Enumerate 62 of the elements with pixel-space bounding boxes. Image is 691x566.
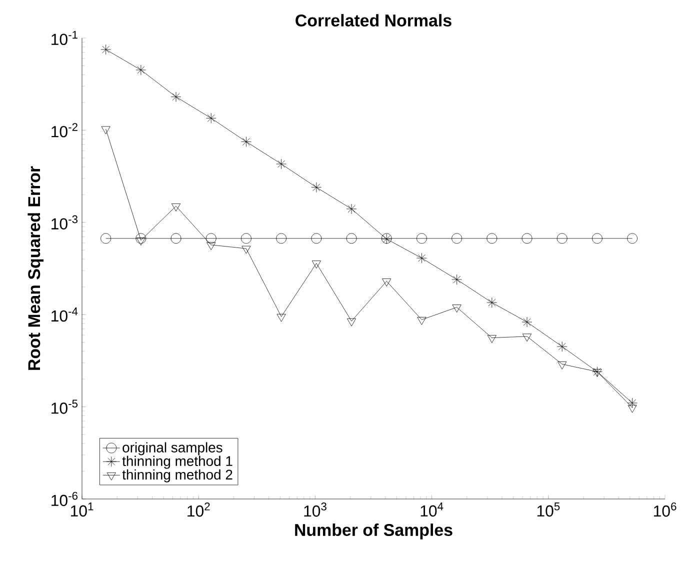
point <box>311 233 322 244</box>
point <box>452 274 462 285</box>
point <box>346 233 357 244</box>
x-tick-label: 10$^{6}$ <box>654 502 676 517</box>
point <box>558 361 567 370</box>
point <box>522 334 532 342</box>
x-tick-label: 10$^{5}$ <box>537 502 560 517</box>
point <box>100 233 112 244</box>
chart-title: Correlated Normals <box>296 14 452 26</box>
point <box>627 398 638 408</box>
point <box>241 233 252 244</box>
point <box>486 297 498 308</box>
point <box>417 317 426 325</box>
point <box>241 136 252 147</box>
point <box>276 158 287 170</box>
x-tick-label: 10$^{2}$ <box>188 502 210 517</box>
point <box>486 233 498 244</box>
point <box>276 314 286 322</box>
point <box>628 404 637 413</box>
point <box>206 242 216 250</box>
point <box>346 318 356 326</box>
y-tick-label: 10$^{-3}$ <box>52 215 78 230</box>
point <box>522 233 532 244</box>
legend-label: thinning method 2 <box>122 469 232 482</box>
point <box>522 316 532 328</box>
x-tick-label: 10$^{4}$ <box>420 502 444 517</box>
y-tick-label: 10$^{-1}$ <box>52 30 78 46</box>
point <box>136 64 146 76</box>
point <box>487 335 496 344</box>
point <box>346 204 357 214</box>
point <box>452 233 462 244</box>
point <box>171 203 181 212</box>
y-tick-label: 10$^{-5}$ <box>52 400 78 414</box>
point <box>452 304 462 312</box>
point <box>136 238 146 246</box>
point <box>242 246 251 254</box>
x-axis-title: Number of Samples <box>295 524 452 540</box>
point <box>206 233 216 244</box>
point <box>556 233 568 244</box>
point <box>627 233 638 244</box>
point <box>100 44 112 55</box>
y-tick-label: 10$^{-4}$ <box>52 308 78 322</box>
point <box>312 260 321 268</box>
y-axis-title: Root Mean Squared Error <box>28 166 44 370</box>
point <box>276 233 287 244</box>
point <box>592 233 602 244</box>
point <box>382 278 392 286</box>
point <box>416 233 427 244</box>
point <box>170 233 182 244</box>
point <box>416 252 427 264</box>
point <box>592 366 602 377</box>
y-tick-label: 10$^{-2}$ <box>52 123 78 138</box>
point <box>556 341 568 352</box>
legend-label: original samples <box>122 442 222 456</box>
point <box>101 126 110 134</box>
legend-label: thinning method 1 <box>122 456 232 469</box>
point <box>206 112 216 124</box>
point <box>592 369 602 377</box>
point <box>170 92 182 102</box>
x-tick-label: 10$^{3}$ <box>304 502 326 517</box>
point <box>136 233 146 244</box>
point <box>311 182 322 193</box>
